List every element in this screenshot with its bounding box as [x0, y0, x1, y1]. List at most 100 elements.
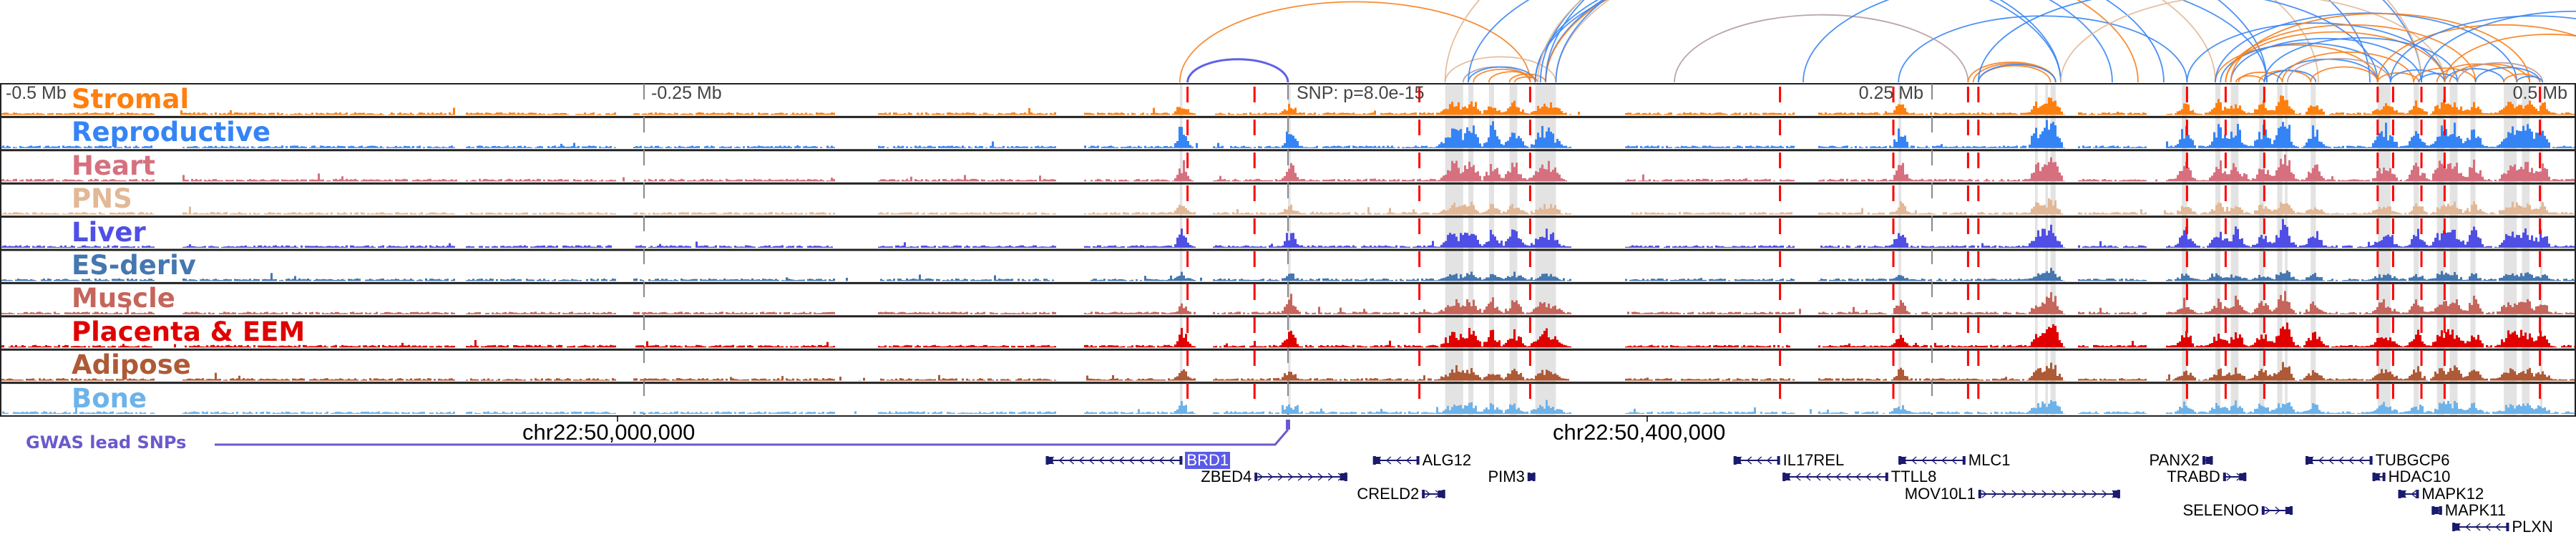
- chromatin-loop-arc: [2421, 10, 2576, 83]
- chr-position-label: chr22:50,000,000: [522, 420, 696, 445]
- strand-arrow-icon: [1277, 473, 1284, 481]
- signal-adipose: [0, 362, 2576, 381]
- gwas-lead-snp-marker: [1286, 420, 1290, 430]
- gene-utr-block: [1372, 457, 1380, 464]
- gene-model-creld2: [1422, 490, 1445, 498]
- gene-model-il17rel: [1733, 456, 1780, 465]
- gene-model-panx2: [2202, 456, 2213, 465]
- chromatin-loop-arc: [2186, 22, 2446, 83]
- chromatin-loop-arc: [2376, 72, 2420, 83]
- strand-arrow-icon: [1169, 456, 1175, 465]
- gene-label[interactable]: TRABD: [2167, 468, 2220, 485]
- gene-utr-block: [2306, 457, 2313, 464]
- gene-utr-block: [2205, 457, 2213, 464]
- strand-arrow-icon: [2072, 490, 2077, 498]
- strand-arrow-icon: [1845, 473, 1851, 481]
- gene-exon: [2261, 506, 2265, 515]
- chromatin-loop-arc: [2263, 69, 2317, 83]
- chromatin-loop-arc: [1555, 0, 2268, 83]
- chromatin-loop-arc: [1977, 64, 2057, 83]
- strand-arrow-icon: [2041, 490, 2047, 498]
- gene-exon: [2382, 473, 2386, 481]
- gene-utr-block: [1045, 457, 1053, 464]
- track-label-adipose: Adipose: [72, 349, 191, 381]
- gene-model-mapk12: [2398, 490, 2419, 498]
- chromatin-loop-arc: [2215, 12, 2518, 83]
- chromatin-loop-arc: [2238, 72, 2283, 83]
- strand-arrow-icon: [1875, 473, 1881, 481]
- track-label-placenta-eem: Placenta & EEM: [72, 316, 306, 347]
- strand-arrow-icon: [1287, 473, 1294, 481]
- gene-model-selenoo: [2261, 506, 2293, 515]
- gwas-connector-line: [215, 429, 1289, 446]
- chromatin-loop-arc: [2281, 51, 2415, 83]
- gene-label[interactable]: MAPK12: [2421, 485, 2484, 503]
- track-label-es-deriv: ES-deriv: [72, 250, 196, 281]
- strand-arrow-icon: [2082, 490, 2087, 498]
- chromatin-loop-arc: [2376, 24, 2576, 83]
- chromatin-loop-arc: [2474, 67, 2541, 83]
- chromatin-loop-arc: [1186, 58, 1289, 83]
- chromatin-loop-arc: [1468, 0, 2062, 83]
- chromatin-loop-arc: [2235, 75, 2265, 83]
- chromatin-loop-arc: [1468, 66, 1536, 83]
- chromatin-loop-arc: [2230, 13, 2531, 83]
- strand-arrow-icon: [1805, 473, 1811, 481]
- signal-heart: [0, 154, 2576, 182]
- gene-label[interactable]: HDAC10: [2388, 468, 2451, 485]
- gene-exon: [1422, 490, 1425, 498]
- chromatin-loop-arc: [1802, 0, 2268, 83]
- axis-label-minus-0.5mb: -0.5 Mb: [6, 83, 67, 103]
- chromatin-loop-arc: [2516, 75, 2544, 83]
- gene-exon: [1978, 490, 1981, 498]
- gene-label[interactable]: MAPK11: [2444, 501, 2506, 519]
- strand-arrow-icon: [2265, 506, 2270, 515]
- gene-exon: [1777, 456, 1780, 465]
- gene-label[interactable]: IL17REL: [1782, 451, 1845, 469]
- gene-label[interactable]: SELENOO: [2182, 501, 2259, 519]
- gene-label[interactable]: TTLL8: [1890, 468, 1937, 485]
- gene-utr-block: [2452, 523, 2460, 531]
- chromatin-loop-arc: [1444, 56, 1557, 83]
- signal-bone: [0, 400, 2576, 414]
- gene-model-mlc1: [1898, 456, 1966, 465]
- chromatin-loop-arc: [2444, 34, 2576, 83]
- gene-label[interactable]: MLC1: [1968, 451, 2011, 469]
- gene-label[interactable]: MOV10L1: [1904, 485, 1976, 503]
- chromatin-loop-arc: [1555, 0, 2216, 83]
- strand-arrow-icon: [1257, 473, 1264, 481]
- chromatin-loop-arc: [1513, 76, 1539, 83]
- strand-arrow-icon: [1297, 473, 1304, 481]
- strand-arrow-icon: [1865, 473, 1871, 481]
- strand-arrow-icon: [1425, 490, 1431, 498]
- gene-label[interactable]: PIM3: [1488, 468, 1525, 485]
- strand-arrow-icon: [2475, 523, 2481, 531]
- gene-label[interactable]: PLXN: [2512, 518, 2553, 536]
- gene-label[interactable]: ALG12: [1422, 451, 1472, 469]
- gene-label[interactable]: TUBGCP6: [2375, 451, 2450, 469]
- chromatin-loop-arc: [1977, 0, 2379, 83]
- gene-label[interactable]: ZBED4: [1201, 468, 1252, 485]
- strand-arrow-icon: [2495, 523, 2501, 531]
- gene-utr-block: [1340, 473, 1347, 480]
- strand-arrow-icon: [1395, 456, 1402, 465]
- chromatin-loop-arc: [1179, 1, 1531, 83]
- gene-label[interactable]: BRD1: [1185, 451, 1231, 469]
- chromatin-loop-arc: [2286, 57, 2391, 83]
- gene-label[interactable]: CRELD2: [1357, 485, 1420, 503]
- gene-model-pim3: [1527, 473, 1536, 481]
- gene-label[interactable]: PANX2: [2149, 451, 2200, 469]
- gene-exon: [2223, 473, 2226, 481]
- chromatin-loop-arc: [1534, 0, 2113, 83]
- signal-stromal: [0, 95, 2576, 115]
- gene-exon: [1179, 456, 1183, 465]
- chromatin-loop-arc: [1508, 73, 1546, 83]
- strand-arrow-icon: [2338, 456, 2344, 465]
- track-label-stromal: Stromal: [72, 84, 190, 115]
- strand-arrow-icon: [2348, 456, 2354, 465]
- gene-model-hdac10: [2372, 473, 2386, 481]
- strand-arrow-icon: [1327, 473, 1334, 481]
- strand-arrow-icon: [1158, 456, 1165, 465]
- chromatin-loop-arc: [2436, 63, 2518, 83]
- gene-exon: [2369, 456, 2373, 465]
